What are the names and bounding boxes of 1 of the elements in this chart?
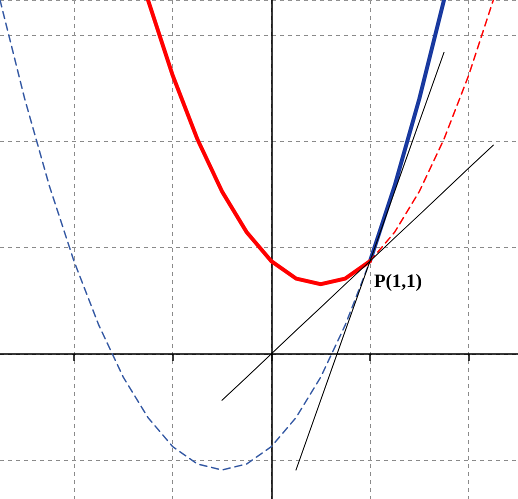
annotation: P(1,1) bbox=[374, 271, 422, 292]
